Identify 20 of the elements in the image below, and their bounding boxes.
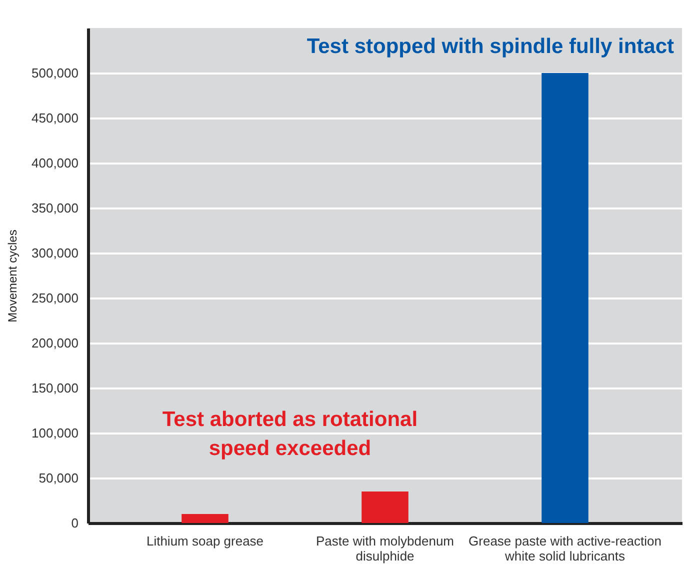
y-tick-label: 100,000 — [32, 426, 78, 440]
bar — [362, 492, 408, 523]
y-tick-label: 450,000 — [32, 110, 78, 126]
x-tick-label: Paste with molybdenum disulphide — [316, 534, 454, 564]
y-tick-label: 350,000 — [32, 200, 78, 216]
y-tick-label: 300,000 — [32, 246, 78, 260]
y-axis-title: Movement cycles — [6, 230, 20, 322]
y-tick-label: 250,000 — [32, 290, 78, 306]
y-tick-label: 200,000 — [32, 336, 78, 350]
bar — [542, 73, 588, 523]
annotation: Test stopped with spindle fully intact — [306, 35, 674, 58]
x-tick-label: Lithium soap grease — [146, 534, 264, 548]
bar — [182, 514, 228, 523]
y-tick-label: 50,000 — [38, 470, 78, 486]
annotation: Test aborted as rotational speed exceeded — [162, 408, 418, 460]
y-tick-label: 0 — [71, 516, 78, 530]
y-tick-label: 400,000 — [32, 156, 78, 170]
y-tick-label: 150,000 — [32, 380, 78, 396]
x-tick-label: Grease paste with active-reaction white solid lubricants — [468, 534, 662, 564]
y-tick-label: 500,000 — [32, 66, 78, 80]
